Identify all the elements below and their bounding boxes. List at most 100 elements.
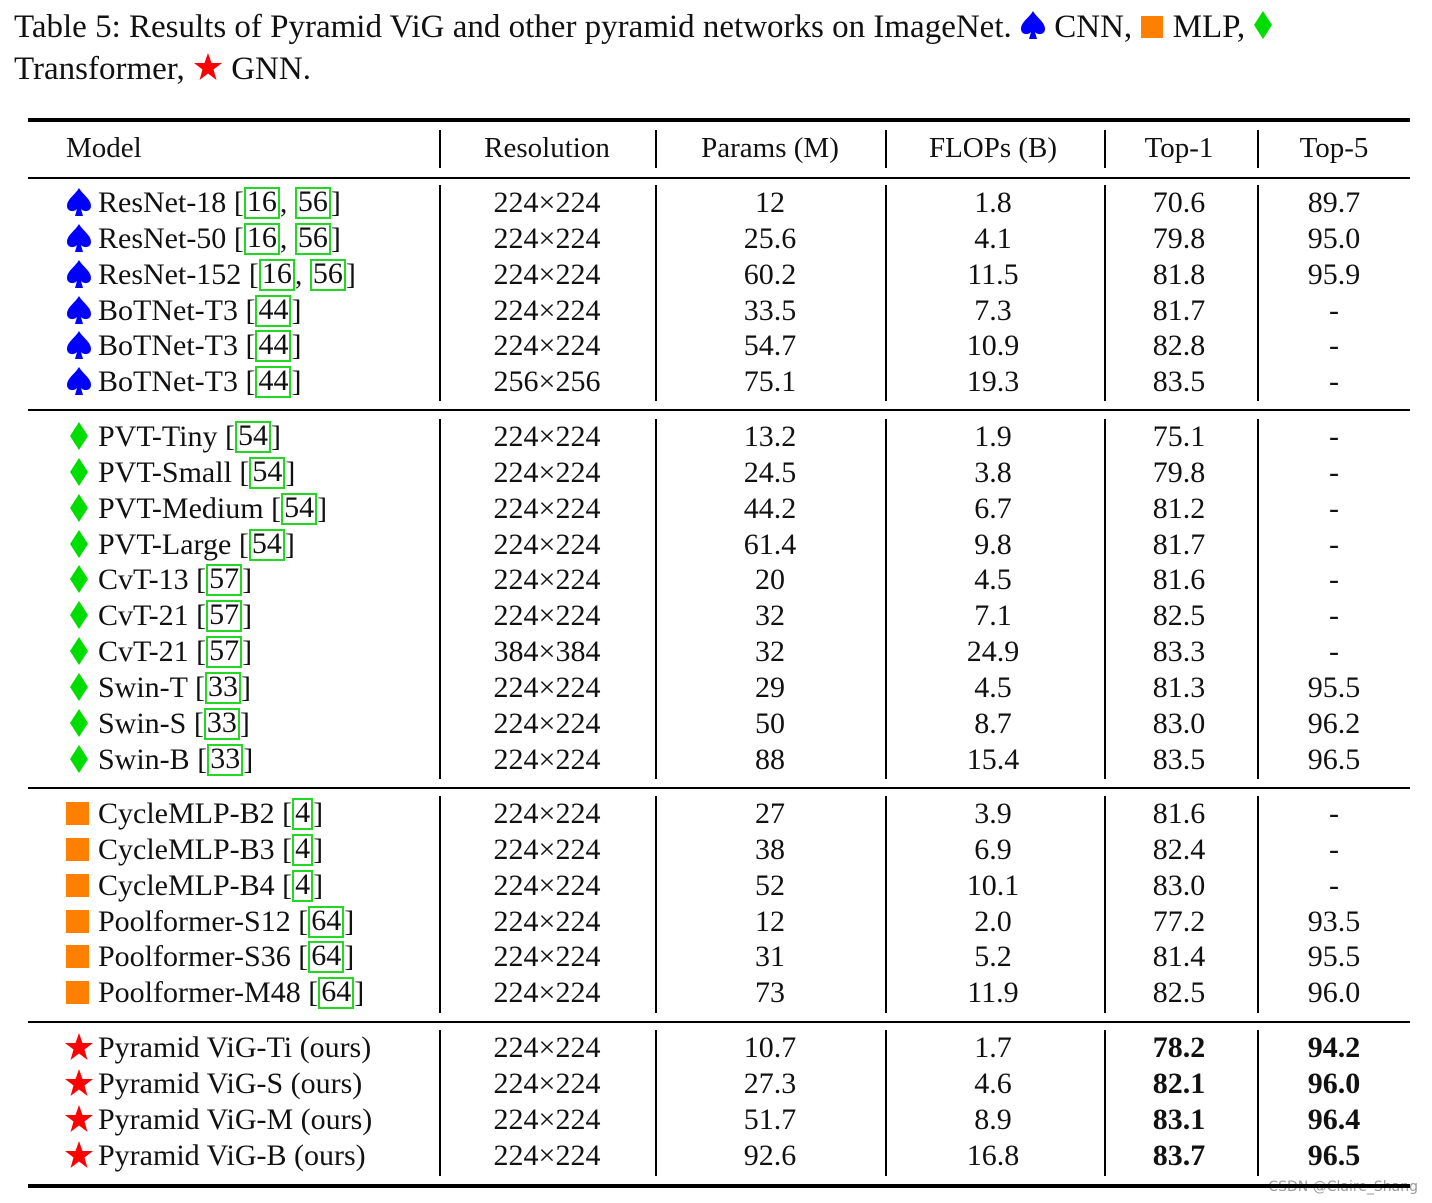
column-divider [885, 1030, 887, 1176]
citation-link[interactable]: 4 [292, 869, 314, 902]
top1-cell: 83.7 [1152, 1138, 1206, 1172]
top1-cell: 79.8 [1152, 455, 1206, 489]
citation-link[interactable]: 44 [255, 366, 292, 399]
top5-cell: 96.5 [1307, 1138, 1361, 1172]
citation-link[interactable]: 4 [292, 833, 314, 866]
star-icon [64, 1104, 94, 1134]
top5-cell: - [1329, 491, 1339, 525]
diamond-icon [64, 421, 94, 451]
flops-cell: 3.9 [974, 797, 1012, 830]
top5-cell: 96.5 [1307, 742, 1361, 776]
top5-cell: 95.5 [1307, 940, 1361, 974]
top1-cell: 78.2 [1152, 1031, 1206, 1064]
square-icon [64, 906, 94, 936]
table-rule-thick [28, 1184, 1410, 1188]
model-cell: CvT-21 [57] [64, 598, 444, 634]
citation-link[interactable]: 64 [308, 941, 345, 974]
flops-cell: 4.5 [974, 670, 1012, 704]
column-divider [1257, 796, 1259, 1013]
citation-link[interactable]: 44 [255, 330, 292, 363]
caption-transformer: Transformer, [14, 51, 185, 87]
citation-link[interactable]: 4 [292, 798, 314, 830]
table-row: CvT-21 [57] 224×224 32 7.1 82.5 - [28, 598, 1410, 634]
flops-cell: 8.9 [974, 1102, 1012, 1136]
flops-cell: 6.7 [974, 491, 1012, 525]
model-cell: PVT-Small [54] [64, 455, 444, 491]
table-row: PVT-Tiny [54] 224×224 13.2 1.9 75.1 - [28, 419, 1410, 455]
table-row: CycleMLP-B3 [4] 224×224 38 6.9 82.4 - [28, 832, 1410, 868]
model-cell: CycleMLP-B3 [4] [64, 832, 444, 868]
diamond-icon [64, 744, 94, 774]
column-divider [885, 796, 887, 1013]
resolution-cell: 256×256 [493, 365, 601, 399]
model-name: PVT-Large [98, 527, 232, 561]
spade-icon [64, 187, 94, 217]
diamond-icon [64, 600, 94, 630]
top1-cell: 82.1 [1152, 1066, 1206, 1100]
resolution-cell: 224×224 [493, 563, 601, 597]
params-cell: 38 [755, 832, 785, 866]
citation-link[interactable]: 33 [203, 707, 240, 740]
model-name: Pyramid ViG-B (ours) [98, 1138, 366, 1172]
model-name: PVT-Small [98, 455, 232, 489]
model-name: Pyramid ViG-S (ours) [98, 1066, 363, 1100]
model-name: CvT-13 [98, 563, 189, 597]
resolution-cell: 224×224 [493, 257, 601, 291]
citation-link[interactable]: 57 [206, 636, 243, 669]
table-row: BoTNet-T3 [44] 224×224 54.7 10.9 82.8 - [28, 328, 1410, 364]
top1-cell: 83.5 [1152, 742, 1206, 776]
flops-cell: 8.7 [974, 706, 1012, 740]
spade-icon [1020, 10, 1046, 50]
spade-icon [64, 295, 94, 325]
citation-link[interactable]: 56 [294, 187, 331, 219]
citation-link[interactable]: 54 [281, 492, 318, 525]
resolution-cell: 224×224 [493, 599, 601, 633]
model-cell: Swin-T [33] [64, 670, 444, 706]
citation-link[interactable]: 44 [255, 294, 292, 327]
citation-link[interactable]: 33 [204, 671, 241, 704]
table-rule-thin [28, 409, 1410, 411]
citation-link[interactable]: 16 [258, 258, 295, 291]
diamond-icon [64, 636, 94, 666]
spade-icon [64, 259, 94, 289]
flops-cell: 19.3 [966, 365, 1020, 399]
top5-cell: - [1329, 797, 1339, 830]
model-name: CycleMLP-B3 [98, 832, 275, 866]
caption-gnn: GNN. [231, 51, 311, 87]
star-icon [64, 1140, 94, 1170]
citation-link[interactable]: 64 [318, 977, 355, 1010]
params-cell: 50 [755, 706, 785, 740]
model-name: ResNet-50 [98, 221, 227, 255]
citation-link[interactable]: 54 [248, 528, 285, 561]
model-cell: ResNet-18 [16, 56] [64, 185, 444, 221]
flops-cell: 7.3 [974, 293, 1012, 327]
model-name: ResNet-18 [98, 186, 227, 219]
citation-link[interactable]: 57 [206, 564, 243, 597]
model-cell: CvT-13 [57] [64, 562, 444, 598]
citation-link[interactable]: 33 [207, 743, 244, 776]
citation-link[interactable]: 16 [243, 187, 280, 219]
citation-link[interactable]: 64 [308, 905, 345, 938]
square-icon [64, 870, 94, 900]
resolution-cell: 224×224 [493, 491, 601, 525]
model-cell: PVT-Large [54] [64, 527, 444, 563]
citation-link[interactable]: 54 [235, 421, 272, 453]
table-row: Pyramid ViG-M (ours) 224×224 51.7 8.9 83.1 96… [28, 1102, 1410, 1138]
model-cell: CycleMLP-B2 [4] [64, 796, 444, 832]
citation-link[interactable]: 54 [249, 456, 286, 489]
diamond-icon [1253, 10, 1273, 50]
header-resolution: Resolution [484, 132, 610, 164]
model-cell: Pyramid ViG-Ti (ours) [64, 1030, 444, 1066]
top5-cell: - [1329, 527, 1339, 561]
square-icon [1140, 11, 1164, 50]
citation-link[interactable]: 56 [294, 222, 331, 255]
model-cell: Pyramid ViG-B (ours) [64, 1138, 444, 1174]
citation-link[interactable]: 57 [206, 600, 243, 633]
citation-link[interactable]: 56 [309, 258, 346, 291]
model-name: Pyramid ViG-M (ours) [98, 1102, 373, 1136]
citation-link[interactable]: 16 [243, 222, 280, 255]
diamond-icon [64, 493, 94, 523]
flops-cell: 10.9 [966, 329, 1020, 363]
params-cell: 10.7 [743, 1031, 797, 1064]
top5-cell: - [1329, 455, 1339, 489]
